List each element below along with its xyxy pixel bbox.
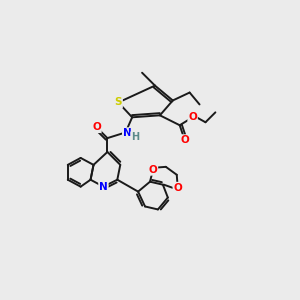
- Text: N: N: [123, 128, 132, 138]
- Text: O: O: [173, 183, 182, 193]
- Text: O: O: [92, 122, 101, 132]
- Text: O: O: [188, 112, 197, 122]
- Text: S: S: [115, 98, 122, 107]
- Text: H: H: [131, 132, 139, 142]
- Text: N: N: [99, 182, 108, 192]
- Text: O: O: [180, 135, 189, 145]
- Text: O: O: [148, 165, 157, 175]
